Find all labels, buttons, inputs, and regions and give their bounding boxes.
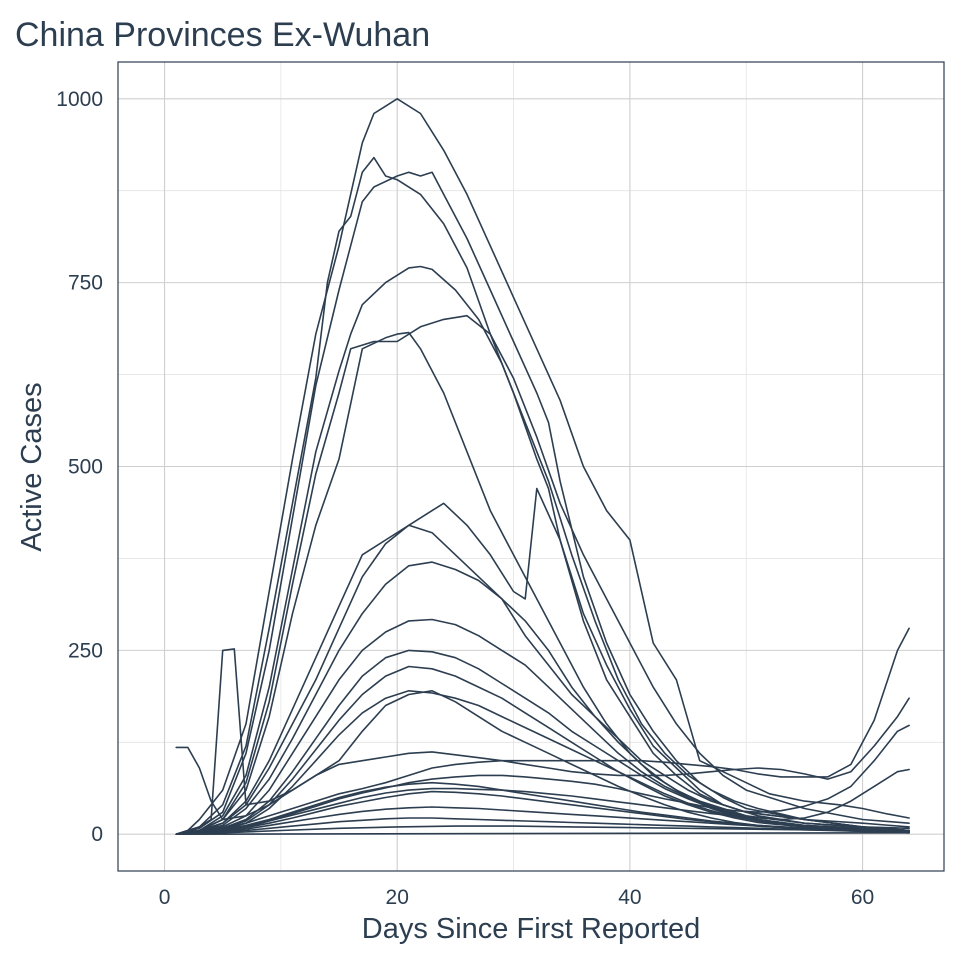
series-line-14 (175, 648, 910, 835)
series-line-17 (175, 724, 910, 835)
chart-title: China Provinces Ex-Wuhan (15, 16, 430, 54)
series-line-23 (175, 825, 910, 835)
series-line-10 (175, 618, 910, 835)
x-tick-label: 20 (386, 886, 409, 909)
series-line-22 (175, 817, 910, 835)
series-line-11 (175, 649, 910, 835)
series-line-21 (175, 806, 910, 835)
series-line-5 (175, 314, 910, 835)
series-line-6 (175, 331, 910, 835)
x-axis-title: Days Since First Reported (362, 913, 700, 945)
y-axis-title: Active Cases (16, 382, 48, 551)
series-line-18 (175, 768, 910, 835)
series-line-3 (175, 171, 910, 835)
series-line-2 (175, 156, 910, 835)
y-tick-label: 0 (91, 823, 103, 846)
plot-panel-border (117, 61, 945, 872)
series-line-7 (175, 487, 910, 835)
x-tick-label: 0 (159, 886, 171, 909)
series-line-16 (175, 627, 910, 835)
y-tick-label: 750 (68, 272, 103, 295)
series-line-1 (175, 98, 910, 835)
series-line-20 (175, 790, 910, 835)
x-tick-label: 60 (851, 886, 874, 909)
y-tick-label: 500 (68, 456, 103, 479)
series-line-4 (175, 265, 910, 835)
y-tick-label: 250 (68, 639, 103, 662)
series-line-8 (175, 524, 910, 835)
series-group (175, 98, 910, 835)
x-tick-label: 40 (618, 886, 641, 909)
y-tick-label: 1000 (56, 88, 103, 111)
series-line-9 (175, 561, 910, 835)
series-line-24 (175, 832, 910, 835)
tick-labels: 0 20 40 60 0 250 500 750 1000 (56, 88, 874, 909)
series-line-15 (175, 697, 910, 821)
